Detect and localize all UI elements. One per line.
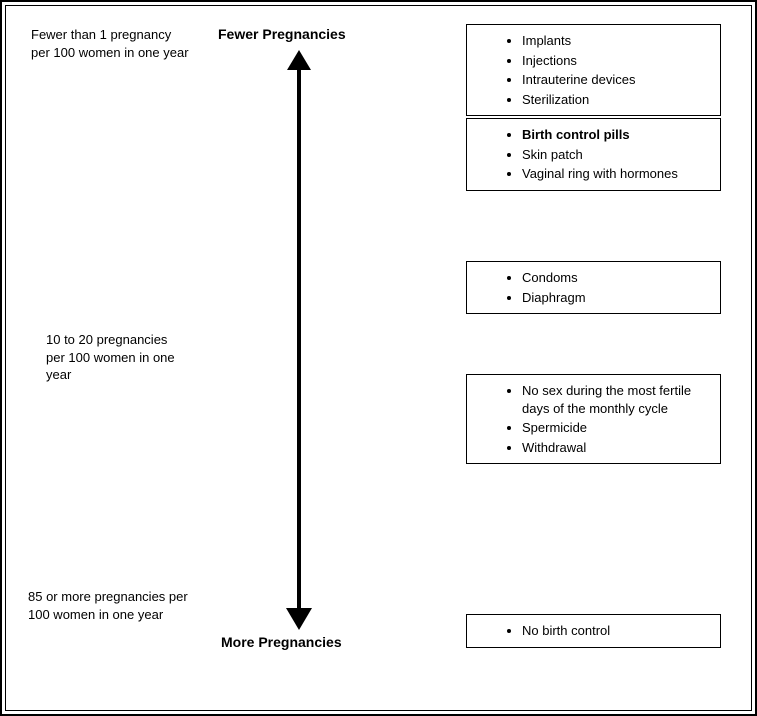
methods-box-tier4: No sex during the most fertile days of t… xyxy=(466,374,721,464)
method-item: Vaginal ring with hormones xyxy=(522,164,710,184)
method-item-highlight: Birth control pills xyxy=(522,125,710,145)
methods-list: Condoms Diaphragm xyxy=(477,268,710,307)
arrow-head-down-icon xyxy=(286,608,312,630)
method-item: Skin patch xyxy=(522,145,710,165)
method-item: Injections xyxy=(522,51,710,71)
methods-list: No birth control xyxy=(477,621,710,641)
methods-list: Implants Injections Intrauterine devices… xyxy=(477,31,710,109)
methods-box-tier2: Birth control pills Skin patch Vaginal r… xyxy=(466,118,721,191)
methods-list: Birth control pills Skin patch Vaginal r… xyxy=(477,125,710,184)
rate-label-mid: 10 to 20 pregnancies per 100 women in on… xyxy=(46,331,186,384)
method-item: Spermicide xyxy=(522,418,710,438)
rate-label-bottom: 85 or more pregnancies per 100 women in … xyxy=(28,588,188,623)
outer-frame: Fewer than 1 pregnancy per 100 women in … xyxy=(0,0,757,716)
rate-label-top: Fewer than 1 pregnancy per 100 women in … xyxy=(31,26,191,61)
methods-box-tier3: Condoms Diaphragm xyxy=(466,261,721,314)
methods-box-tier5: No birth control xyxy=(466,614,721,648)
method-item: Withdrawal xyxy=(522,438,710,458)
axis-fewer-pregnancies: Fewer Pregnancies xyxy=(218,26,346,42)
method-item: Intrauterine devices xyxy=(522,70,710,90)
method-item: Implants xyxy=(522,31,710,51)
method-item: Sterilization xyxy=(522,90,710,110)
methods-list: No sex during the most fertile days of t… xyxy=(477,381,710,457)
methods-box-tier1: Implants Injections Intrauterine devices… xyxy=(466,24,721,116)
method-item: No birth control xyxy=(522,621,710,641)
arrow-head-up-icon xyxy=(287,50,311,70)
method-item: Diaphragm xyxy=(522,288,710,308)
arrow-shaft xyxy=(297,68,301,610)
axis-more-pregnancies: More Pregnancies xyxy=(221,634,342,650)
method-item: Condoms xyxy=(522,268,710,288)
method-item: No sex during the most fertile days of t… xyxy=(522,381,710,418)
diagram-canvas: Fewer than 1 pregnancy per 100 women in … xyxy=(5,5,752,711)
